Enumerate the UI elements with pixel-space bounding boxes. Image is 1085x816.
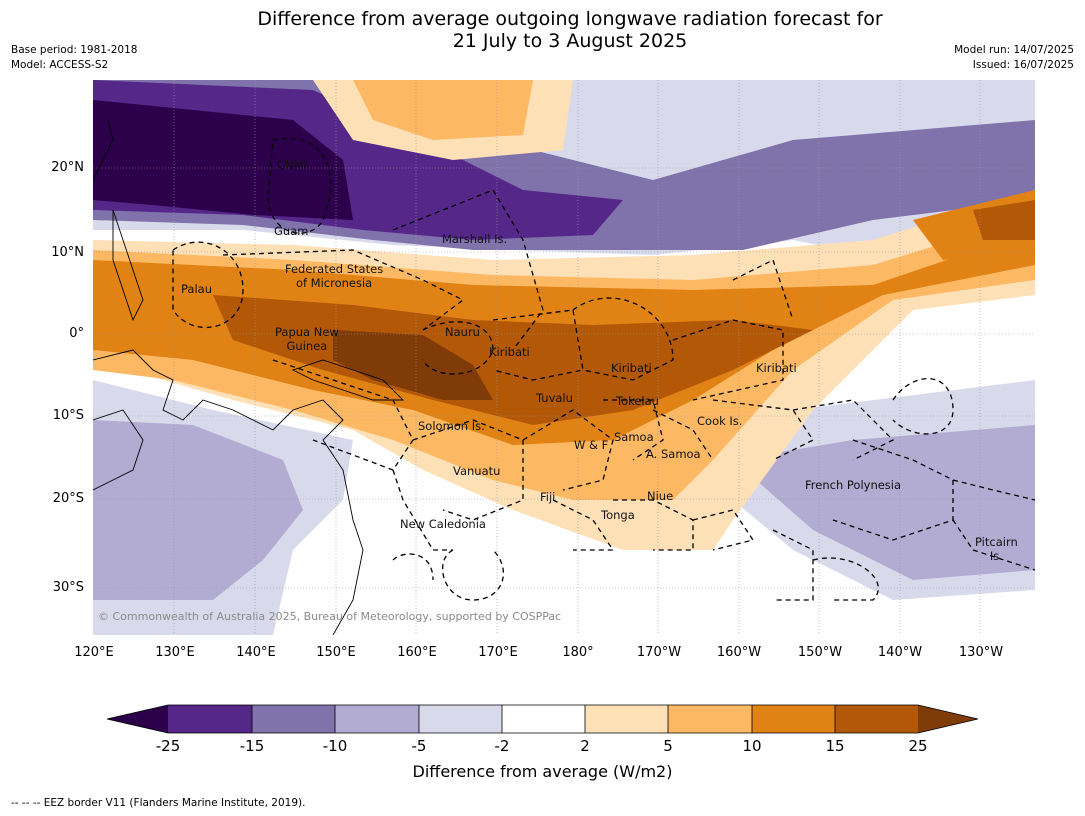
lon-label-170w: 170°W xyxy=(636,645,682,660)
anomaly-south-purple-mid xyxy=(93,420,303,600)
label-cnmi: CNMI xyxy=(277,158,307,172)
forecast-map xyxy=(93,80,1035,635)
label-fsm-line1: Federated States xyxy=(285,262,384,276)
colorbar-tick-10: 10 xyxy=(742,737,762,755)
lon-label-140w: 140°W xyxy=(877,645,923,660)
lat-label-10n: 10°N xyxy=(51,245,84,260)
anomaly-ne-brown xyxy=(973,200,1035,240)
anomaly-north-purple-deepest xyxy=(93,100,353,220)
anomaly-north-orange xyxy=(353,80,533,140)
lat-label-10s: 10°S xyxy=(52,408,84,423)
colorbar xyxy=(106,704,979,734)
colorbar-tick-neg25: -25 xyxy=(155,737,181,755)
label-cook: Cook Is. xyxy=(697,414,743,428)
colorbar-tick-neg5: -5 xyxy=(411,737,427,755)
eez-borders xyxy=(172,137,1035,601)
colorbar-segment-1 xyxy=(168,705,252,733)
coastlines xyxy=(93,119,405,635)
lon-label-170e: 170°E xyxy=(478,645,518,660)
lat-label-20n: 20°N xyxy=(51,160,84,175)
label-png: Papua New Guinea xyxy=(275,325,339,353)
colorbar-tick-neg15: -15 xyxy=(239,737,265,755)
colorbar-segment-7 xyxy=(668,705,752,733)
label-fiji: Fiji xyxy=(540,490,556,504)
model-run: Model run: 14/07/2025 xyxy=(954,44,1074,56)
label-guam: Guam xyxy=(274,224,309,238)
label-png-line2: Guinea xyxy=(286,339,328,353)
colorbar-tick-neg2: -2 xyxy=(494,737,510,755)
label-nauru: Nauru xyxy=(445,325,480,339)
label-fsm-line2: of Micronesia xyxy=(295,276,373,290)
chart-title: Difference from average outgoing longwav… xyxy=(0,8,1085,52)
lon-label-120e: 120°E xyxy=(74,645,114,660)
lon-label-180: 180° xyxy=(562,645,594,660)
label-pitcairn: Pitcairn Is. xyxy=(975,535,1018,563)
title-line-2: 21 July to 3 August 2025 xyxy=(452,30,688,52)
lat-label-20s: 20°S xyxy=(52,491,84,506)
label-pitcairn-line1: Pitcairn xyxy=(975,535,1018,549)
lat-label-0: 0° xyxy=(69,326,84,341)
meta-left: Base period: 1981-2018 Model: ACCESS-S2 xyxy=(11,43,137,73)
label-fsm: Federated States of Micronesia xyxy=(285,262,383,290)
colorbar-tick-2: 2 xyxy=(580,737,590,755)
label-samoa: Samoa xyxy=(614,430,654,444)
label-kiribati-east: Kiribati xyxy=(756,361,797,375)
label-pitcairn-line2: Is. xyxy=(989,549,1003,563)
label-american-samoa: A. Samoa xyxy=(646,447,701,461)
label-palau: Palau xyxy=(181,282,212,296)
issued-date: Issued: 16/07/2025 xyxy=(972,59,1074,71)
colorbar-title: Difference from average (W/m2) xyxy=(412,762,673,781)
label-vanuatu: Vanuatu xyxy=(453,464,501,478)
grid-lines xyxy=(93,80,1035,635)
map-canvas xyxy=(93,80,1035,635)
label-french-polynesia: French Polynesia xyxy=(805,478,902,492)
lat-label-30s: 30°S xyxy=(52,580,84,595)
colorbar-segment-9 xyxy=(835,705,918,733)
eez-footnote: -- -- -- EEZ border V11 (Flanders Marine… xyxy=(11,797,306,809)
lon-label-140e: 140°E xyxy=(236,645,276,660)
colorbar-segment-8 xyxy=(752,705,835,733)
lon-label-150w: 150°W xyxy=(797,645,843,660)
colorbar-segment-5 xyxy=(502,705,585,733)
colorbar-segment-2 xyxy=(252,705,335,733)
lon-label-160e: 160°E xyxy=(397,645,437,660)
anomaly-eq-darkest xyxy=(333,330,493,400)
label-tonga: Tonga xyxy=(601,508,635,522)
colorbar-tick-5: 5 xyxy=(663,737,673,755)
model-name: Model: ACCESS-S2 xyxy=(11,59,109,71)
label-png-line1: Papua New xyxy=(275,325,339,339)
label-wallis-futuna: W & F xyxy=(574,438,609,452)
colorbar-segment-3 xyxy=(335,705,419,733)
colorbar-segment-6 xyxy=(585,705,668,733)
lon-label-160w: 160°W xyxy=(716,645,762,660)
base-period: Base period: 1981-2018 xyxy=(11,44,138,56)
label-tokelau: Tokelau xyxy=(616,394,659,408)
colorbar-segment-4 xyxy=(419,705,502,733)
lon-label-130e: 130°E xyxy=(155,645,195,660)
label-solomon: Solomon Is. xyxy=(418,419,485,433)
copyright-notice: © Commonwealth of Australia 2025, Bureau… xyxy=(98,610,562,623)
title-line-1: Difference from average outgoing longwav… xyxy=(257,8,883,30)
colorbar-min-arrow xyxy=(107,705,168,733)
meta-right: Model run: 14/07/2025 Issued: 16/07/2025 xyxy=(954,43,1074,73)
label-kiribati-central: Kiribati xyxy=(611,361,652,375)
label-marshall: Marshall Is. xyxy=(442,232,508,246)
lon-label-130w: 130°W xyxy=(958,645,1004,660)
label-niue: Niue xyxy=(647,489,674,503)
colorbar-tick-neg10: -10 xyxy=(322,737,348,755)
colorbar-tick-15: 15 xyxy=(825,737,845,755)
label-tuvalu: Tuvalu xyxy=(536,391,573,405)
anomaly-se-purple-mid xyxy=(733,425,1035,580)
label-kiribati-west: Kiribati xyxy=(489,345,530,359)
colorbar-tick-25: 25 xyxy=(908,737,928,755)
colorbar-max-arrow xyxy=(918,705,978,733)
label-new-caledonia: New Caledonia xyxy=(400,517,486,531)
lon-label-150e: 150°E xyxy=(316,645,356,660)
